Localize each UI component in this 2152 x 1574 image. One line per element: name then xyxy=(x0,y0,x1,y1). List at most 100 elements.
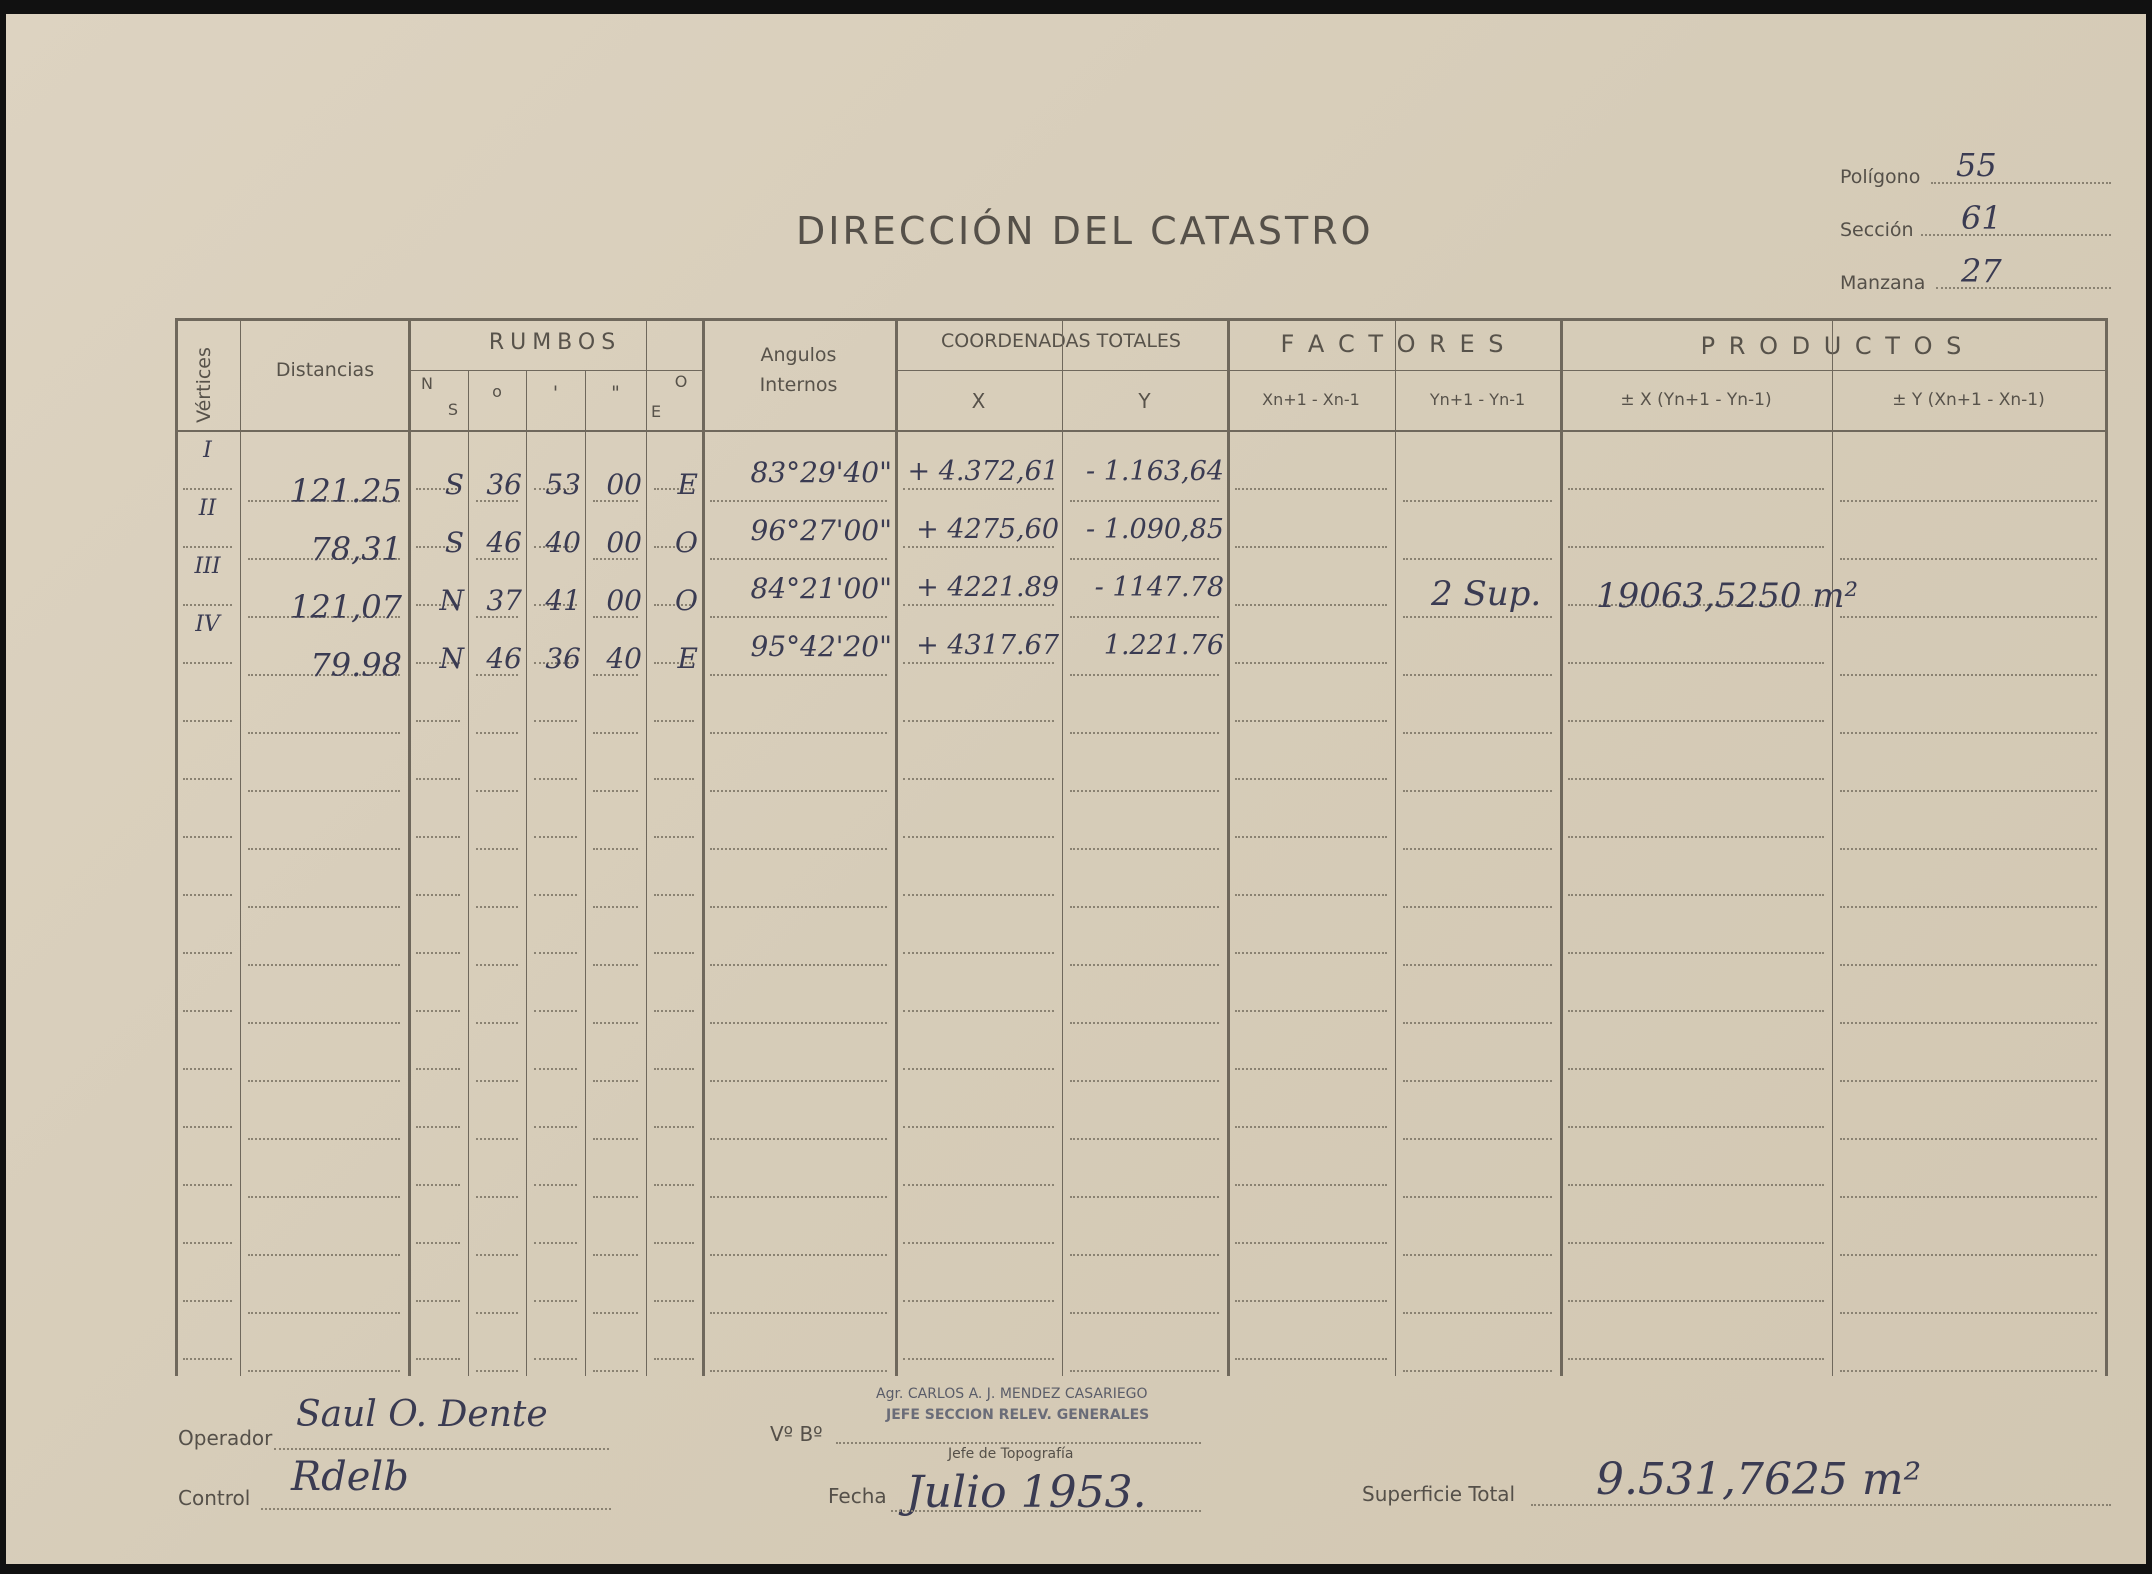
row-rule xyxy=(1840,500,2097,502)
cell-oe: O xyxy=(675,584,698,617)
column-divider xyxy=(895,318,898,1376)
row-rule xyxy=(710,1138,887,1140)
row-rule xyxy=(654,546,694,548)
row-rule xyxy=(1568,952,1824,954)
row-rule xyxy=(710,616,887,618)
column-divider xyxy=(408,318,411,1376)
row-rule xyxy=(654,836,694,838)
cell-y: - 1.090,85 xyxy=(1086,514,1224,545)
cell-vertex: III xyxy=(194,554,221,579)
operador-signature: Saul O. Dente xyxy=(296,1394,548,1435)
row-rule xyxy=(183,604,232,606)
row-rule xyxy=(183,1126,232,1128)
row-rule xyxy=(710,558,887,560)
row-rule xyxy=(534,952,577,954)
product-note: 19063,5250 m² xyxy=(1596,576,1859,616)
row-rule xyxy=(903,1010,1054,1012)
row-rule xyxy=(710,790,887,792)
divider xyxy=(1936,287,2111,289)
cell-deg: 46 xyxy=(486,642,522,675)
row-rule xyxy=(476,1138,518,1140)
row-rule xyxy=(476,848,518,850)
row-rule xyxy=(593,1196,638,1198)
row-rule xyxy=(534,604,577,606)
row-rule xyxy=(183,720,232,722)
row-rule xyxy=(248,906,400,908)
column-divider xyxy=(175,318,178,1376)
row-rule xyxy=(1568,488,1824,490)
row-rule xyxy=(1070,500,1219,502)
row-rule xyxy=(476,1080,518,1082)
row-rule xyxy=(1235,720,1387,722)
row-rule xyxy=(593,848,638,850)
row-rule xyxy=(248,1022,400,1024)
cell-vertex: IV xyxy=(195,612,220,637)
row-rule xyxy=(1568,1300,1824,1302)
row-rule xyxy=(248,1312,400,1314)
row-rule xyxy=(534,894,577,896)
row-rule xyxy=(1840,1254,2097,1256)
column-divider xyxy=(702,318,705,1376)
header-coordenadas: COORDENADAS TOTALES xyxy=(941,330,1181,352)
row-rule xyxy=(248,1254,400,1256)
cell-ns: S xyxy=(444,526,464,559)
column-divider xyxy=(646,318,647,1376)
stamp-line-1: Agr. CARLOS A. J. MENDEZ CASARIEGO xyxy=(876,1386,1148,1402)
row-rule xyxy=(1235,894,1387,896)
row-rule xyxy=(593,558,638,560)
row-rule xyxy=(1840,848,2097,850)
row-rule xyxy=(248,1370,400,1372)
row-rule xyxy=(1568,604,1824,606)
cell-vertex: I xyxy=(203,438,212,463)
row-rule xyxy=(534,662,577,664)
row-rule xyxy=(1070,1370,1219,1372)
row-rule xyxy=(1568,720,1824,722)
row-rule xyxy=(1235,1184,1387,1186)
row-rule xyxy=(654,1300,694,1302)
column-divider xyxy=(240,318,241,1376)
row-rule xyxy=(903,546,1054,548)
operador-label: Operador xyxy=(178,1426,273,1450)
row-rule xyxy=(534,488,577,490)
row-rule xyxy=(416,836,460,838)
row-rule xyxy=(534,1010,577,1012)
row-rule xyxy=(183,1300,232,1302)
header-oe-e: E xyxy=(650,402,662,421)
row-rule xyxy=(416,662,460,664)
row-rule xyxy=(593,1254,638,1256)
cell-min: 36 xyxy=(545,642,581,675)
row-rule xyxy=(710,906,887,908)
cell-y: - 1147.78 xyxy=(1094,572,1224,603)
column-divider xyxy=(526,370,527,1376)
cell-y: 1.221.76 xyxy=(1103,630,1224,661)
row-rule xyxy=(534,836,577,838)
header-angulos: Angulos xyxy=(760,344,837,366)
row-rule xyxy=(903,1242,1054,1244)
meta-value-poligono: 55 xyxy=(1956,146,1997,184)
divider xyxy=(1531,1504,2111,1506)
divider xyxy=(1921,234,2111,236)
row-rule xyxy=(248,790,400,792)
row-rule xyxy=(534,1126,577,1128)
row-rule xyxy=(1235,1068,1387,1070)
cell-ns: N xyxy=(439,584,465,617)
cell-distance: 121,07 xyxy=(290,588,402,626)
column-divider xyxy=(585,370,586,1376)
column-divider xyxy=(1062,318,1063,1376)
row-rule xyxy=(1840,906,2097,908)
row-rule xyxy=(710,1312,887,1314)
header-minutes: ' xyxy=(552,382,559,404)
row-rule xyxy=(593,1022,638,1024)
cell-min: 41 xyxy=(545,584,581,617)
row-rule xyxy=(1403,616,1552,618)
page-title: DIRECCIÓN DEL CATASTRO xyxy=(796,209,1374,253)
cell-x: + 4275,60 xyxy=(916,514,1059,545)
row-rule xyxy=(593,906,638,908)
row-rule xyxy=(903,1068,1054,1070)
row-rule xyxy=(416,952,460,954)
row-rule xyxy=(1403,1370,1552,1372)
row-rule xyxy=(593,1080,638,1082)
cell-deg: 36 xyxy=(486,468,522,501)
row-rule xyxy=(1070,1080,1219,1082)
row-rule xyxy=(248,616,400,618)
